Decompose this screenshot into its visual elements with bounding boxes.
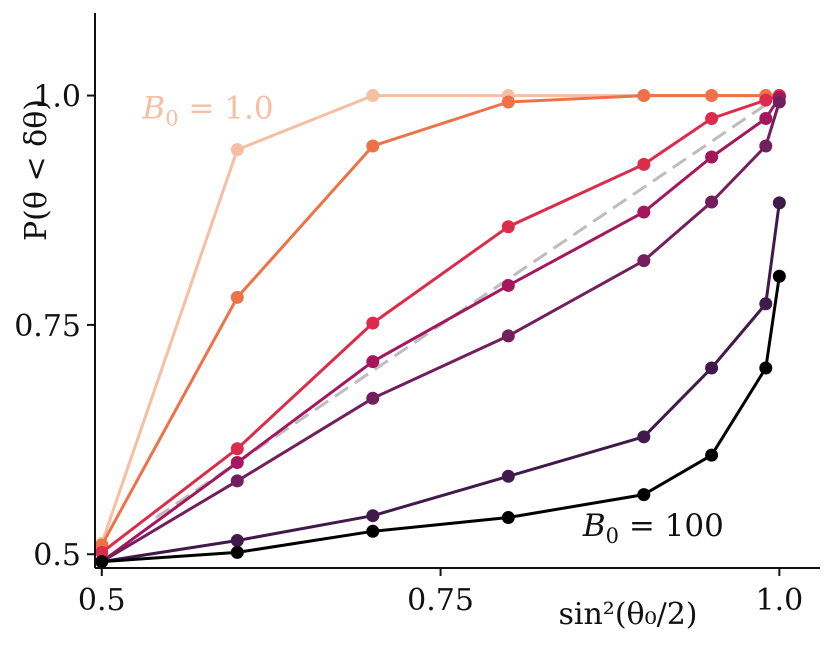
series-5-point-1 <box>230 474 244 488</box>
series-3-point-4 <box>637 157 651 171</box>
y-axis-label: P(θ < δθ) <box>19 99 54 241</box>
axes-layer <box>94 13 820 569</box>
series-4-point-5 <box>705 150 719 164</box>
series-6-point-3 <box>501 469 515 483</box>
x-tick-label-1: 0.75 <box>407 583 474 618</box>
x-axis-label: sin²(θ₀/2) <box>558 597 697 632</box>
series-7-point-0 <box>95 555 109 569</box>
annotation-layer: B0 = 1.0B0 = 100 <box>141 90 723 547</box>
series-3-point-3 <box>501 220 515 234</box>
series-2 <box>95 89 786 552</box>
series-3-point-5 <box>705 111 719 125</box>
series-5-point-7 <box>772 95 786 109</box>
series-5-point-4 <box>637 254 651 268</box>
series-4-point-3 <box>501 278 515 292</box>
annotation-2-symbol: B <box>582 508 606 544</box>
series-5-point-3 <box>501 329 515 343</box>
series-6-point-4 <box>637 430 651 444</box>
series-5-line <box>101 101 781 563</box>
series-4-point-2 <box>366 355 380 369</box>
y-tick-label-2: 1.0 <box>33 80 81 115</box>
series-5-point-6 <box>759 139 773 153</box>
series-7-point-3 <box>501 511 515 525</box>
series-7-point-4 <box>637 488 651 502</box>
series-2-point-5 <box>705 89 719 103</box>
series-6-point-7 <box>772 196 786 210</box>
y-tick-label-0: 0.5 <box>33 538 81 573</box>
series-5-point-5 <box>705 195 719 209</box>
annotation-2-subscript: 0 <box>606 524 619 548</box>
series-3-point-6 <box>759 93 773 107</box>
series-4-point-1 <box>230 456 244 470</box>
y-tick-label-1: 0.75 <box>14 309 81 344</box>
series-1-point-1 <box>230 143 244 157</box>
series-1-point-2 <box>366 89 380 103</box>
tick-layer: 0.5 0.75 1.0 0.5 0.75 1.0 <box>14 80 803 618</box>
series-7-point-7 <box>772 269 786 283</box>
series-7-point-1 <box>230 545 244 559</box>
series-7-point-5 <box>705 448 719 462</box>
series-2-point-3 <box>501 95 515 109</box>
series-2-line <box>100 94 780 546</box>
x-tick-label-0: 0.5 <box>78 583 126 618</box>
series-6-point-2 <box>366 509 380 523</box>
annotation-1-symbol: B <box>141 90 165 126</box>
series-7-line <box>101 276 781 564</box>
annotation-1-value: = 1.0 <box>179 90 274 126</box>
series-2-point-2 <box>366 139 380 153</box>
series-6-line <box>101 202 781 564</box>
series-7-point-6 <box>759 361 773 375</box>
series-4-point-6 <box>759 111 773 125</box>
series-3-point-1 <box>230 442 244 456</box>
series-3 <box>95 89 786 559</box>
annotation-1: B0 = 1.0 <box>141 90 273 130</box>
annotation-2-value: = 100 <box>619 508 724 544</box>
series-4-point-4 <box>637 205 651 219</box>
series-layer <box>95 89 786 569</box>
annotation-2: B0 = 100 <box>582 508 724 548</box>
series-1 <box>95 89 786 550</box>
series-3-line <box>100 94 780 554</box>
series-3-point-0 <box>95 545 109 559</box>
series-6-point-6 <box>759 297 773 311</box>
series-5-point-2 <box>366 391 380 405</box>
series-2-point-1 <box>230 290 244 304</box>
series-3-point-2 <box>366 316 380 330</box>
series-6-point-1 <box>230 533 244 547</box>
series-2-point-4 <box>637 89 651 103</box>
series-7-point-2 <box>366 524 380 538</box>
x-tick-label-2: 1.0 <box>755 583 803 618</box>
annotation-1-subscript: 0 <box>165 106 178 130</box>
series-6-point-5 <box>705 361 719 375</box>
series-4-line <box>100 96 781 563</box>
series-7 <box>95 269 786 569</box>
